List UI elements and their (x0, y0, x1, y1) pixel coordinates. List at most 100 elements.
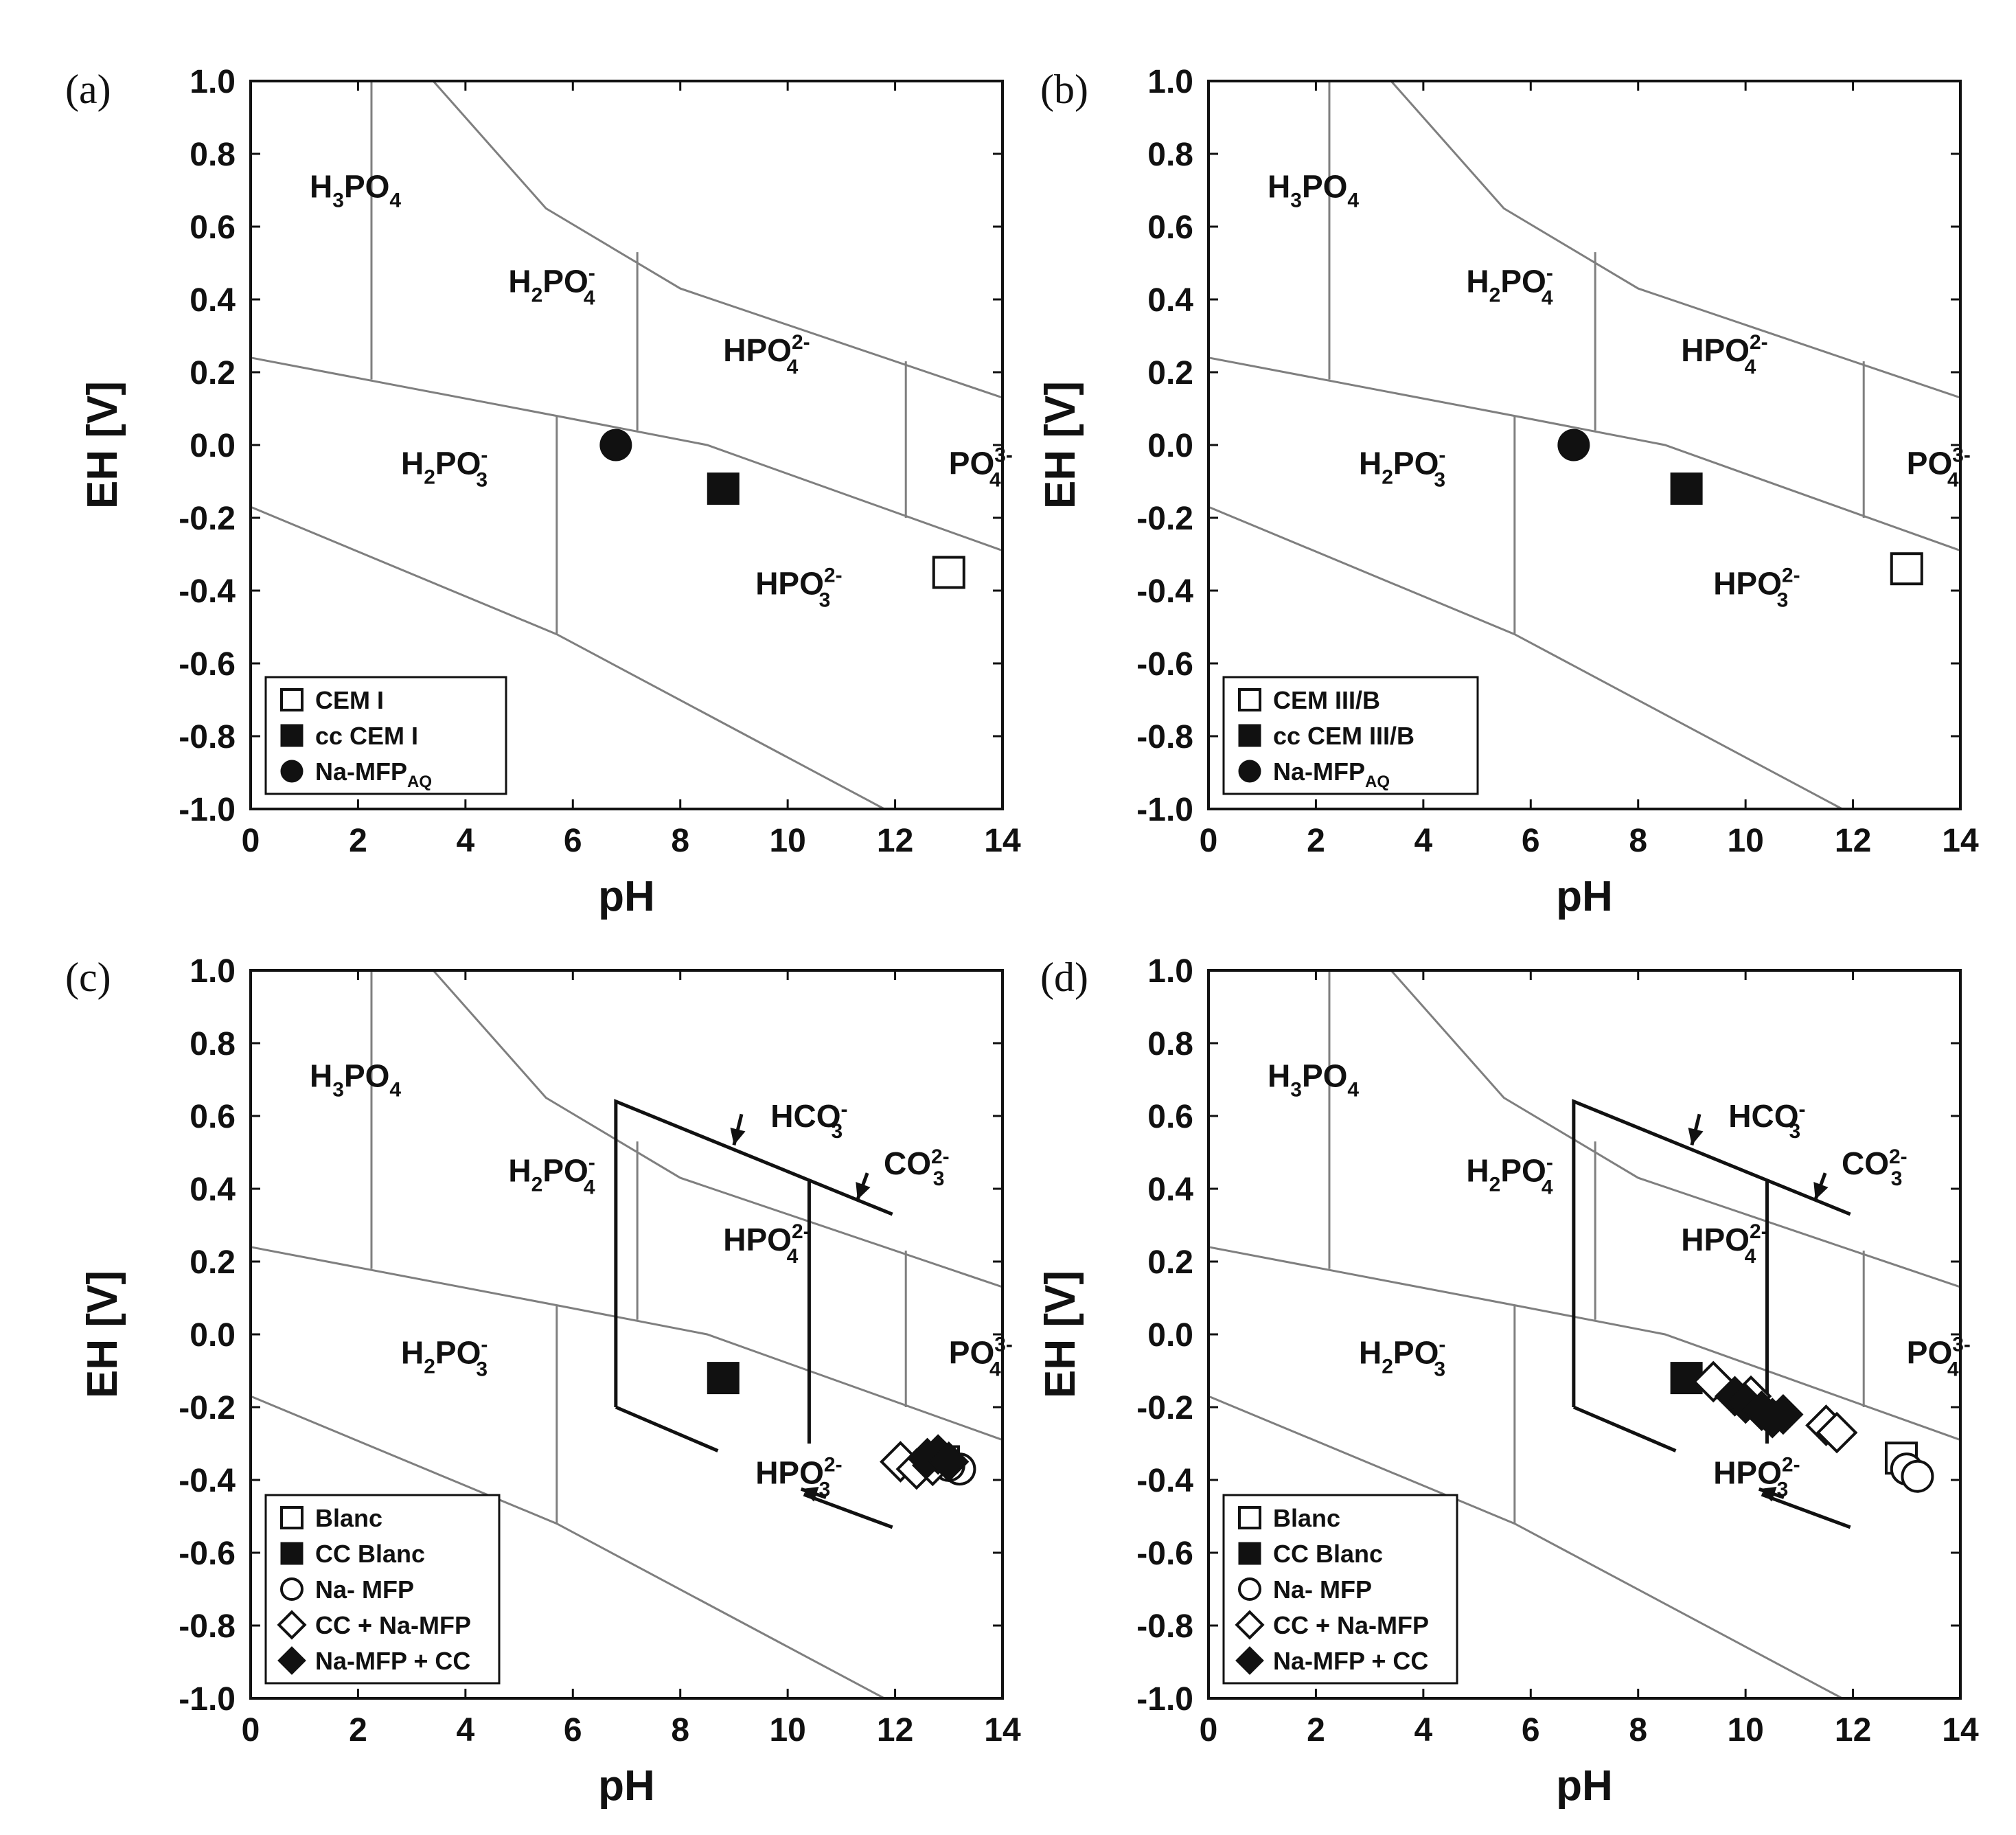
series-circle-filled (1557, 429, 1590, 461)
carbonate-line (803, 1492, 893, 1529)
species-label: H3PO4 (1268, 169, 1359, 212)
stability-boundary-line (1208, 1246, 1961, 1441)
y-axis-label: EH [V] (79, 1270, 126, 1398)
legend-marker (280, 1542, 303, 1565)
legend: CEM III/B cc CEM III/B Na-MFPAQ (1222, 676, 1479, 795)
carbonate-line (615, 1405, 719, 1452)
y-tick-label: -0.4 (179, 1463, 236, 1499)
legend-marker (1235, 1610, 1265, 1640)
stability-boundary-line (250, 1246, 1003, 1441)
y-tick-label: 0.6 (190, 209, 236, 246)
x-tick-label: 10 (1727, 823, 1763, 859)
species-label: H2PO-4 (1466, 1151, 1553, 1198)
y-tick-label: 0.0 (1147, 1317, 1193, 1354)
chart-panel-3: (c) HCO-3 CO2-3 H3PO4 H2PO-4 HPO2-4 PO3-4 H2PO-… (65, 953, 1021, 1810)
stability-boundary-line (432, 970, 1003, 1288)
legend-entry: Na-MFPAQ (315, 757, 432, 791)
x-tick-label: 2 (349, 1712, 367, 1748)
y-tick-label: -0.2 (1136, 501, 1193, 537)
legend-marker (1238, 688, 1261, 711)
legend-entry: Na- MFP (1273, 1575, 1372, 1604)
data-point (928, 1441, 970, 1483)
y-tick-label: -0.4 (179, 573, 236, 610)
legend-entry: Na-MFPAQ (1273, 757, 1390, 791)
legend-marker (1235, 1646, 1264, 1675)
x-tick-label: 4 (457, 823, 475, 859)
y-tick-label: -0.4 (1136, 1463, 1193, 1499)
species-label: PO3-4 (949, 1333, 1013, 1380)
data-point (1763, 1393, 1804, 1435)
y-tick-label: -1.0 (1136, 792, 1193, 828)
x-tick-label: 4 (457, 1712, 475, 1748)
species-label: H3PO4 (310, 1058, 401, 1102)
y-tick-label: -0.6 (1136, 646, 1193, 683)
legend-marker (1238, 1577, 1261, 1601)
x-tick-label: 2 (1307, 823, 1325, 859)
y-tick-label: -0.8 (179, 1608, 236, 1645)
x-tick-label: 12 (1835, 823, 1871, 859)
y-tick-label: 0.2 (1147, 355, 1193, 391)
carbonate-label: HCO-3 (1728, 1098, 1805, 1143)
y-tick-label: -1.0 (179, 792, 236, 828)
data-point (599, 429, 632, 461)
y-tick-label: 1.0 (190, 64, 236, 100)
species-label: HPO2-3 (755, 1453, 842, 1501)
data-point (707, 1362, 740, 1395)
y-tick-label: -1.0 (1136, 1681, 1193, 1718)
legend: Blanc CC Blanc Na- MFP CC + Na-MFP Na-MFP + … (1222, 1494, 1458, 1685)
x-tick-label: 6 (564, 823, 582, 859)
x-axis-label: pH (598, 873, 655, 920)
stability-boundary-line (1208, 356, 1961, 552)
y-tick-label: 0.2 (1147, 1244, 1193, 1281)
y-tick-label: 0.8 (190, 1026, 236, 1062)
legend-marker (280, 688, 303, 711)
legend-entry: Blanc (315, 1504, 382, 1532)
legend-box (264, 676, 507, 795)
legend-entry: cc CEM I (315, 722, 418, 750)
stability-boundary-line (1390, 970, 1961, 1288)
x-tick-label: 2 (1307, 1712, 1325, 1748)
stability-boundary-line (250, 356, 1003, 552)
species-label: H2PO-3 (1359, 444, 1445, 491)
data-point (1670, 472, 1703, 505)
x-tick-label: 8 (671, 1712, 689, 1748)
x-tick-label: 10 (769, 823, 805, 859)
y-tick-label: 0.6 (1147, 1099, 1193, 1135)
carbonate-label: CO2-3 (884, 1146, 950, 1190)
series-square-filled (707, 1362, 740, 1395)
y-tick-label: -0.6 (179, 646, 236, 683)
species-label: HPO2-4 (1681, 1220, 1767, 1268)
y-tick-label: -0.8 (1136, 719, 1193, 755)
carbonate-line (1572, 1405, 1677, 1452)
species-label: H2PO-3 (401, 1333, 488, 1380)
species-label: HPO2-3 (755, 564, 842, 611)
species-label: HPO2-3 (1713, 1453, 1800, 1501)
species-label: H3PO4 (1268, 1058, 1359, 1102)
legend-marker (1238, 1542, 1261, 1565)
y-tick-label: 1.0 (190, 953, 236, 990)
chart-panel-2: (b) H3PO4 H2PO-4 HPO2-4 PO3-4 H2PO-3 HPO2-3 0 2 4… (1037, 64, 1979, 920)
x-tick-label: 12 (877, 1712, 913, 1748)
y-tick-label: 0.0 (190, 1317, 236, 1354)
x-tick-label: 14 (1942, 1712, 1979, 1748)
y-tick-label: 1.0 (1147, 953, 1193, 990)
data-point (1901, 1459, 1934, 1493)
y-tick-label: 0.4 (190, 1172, 236, 1208)
legend-entry: Na-MFP + CC (315, 1647, 470, 1675)
x-tick-label: 14 (984, 823, 1021, 859)
panel-label: (a) (65, 67, 111, 112)
y-tick-label: 0.4 (1147, 282, 1193, 319)
legend-box (264, 1494, 501, 1685)
series-diamond-filled (1714, 1376, 1804, 1439)
arrow-head (730, 1127, 746, 1146)
series-diamond-filled (906, 1434, 970, 1483)
y-tick-label: -0.2 (179, 501, 236, 537)
arrow-head (801, 1487, 819, 1502)
y-tick-label: 0.0 (190, 428, 236, 464)
legend-entry: CEM I (315, 686, 384, 714)
legend-marker (280, 1506, 303, 1529)
arrow-head (856, 1182, 871, 1200)
x-tick-label: 4 (1414, 823, 1433, 859)
legend: CEM I cc CEM I Na-MFPAQ (264, 676, 507, 795)
data-point (1815, 1411, 1858, 1454)
